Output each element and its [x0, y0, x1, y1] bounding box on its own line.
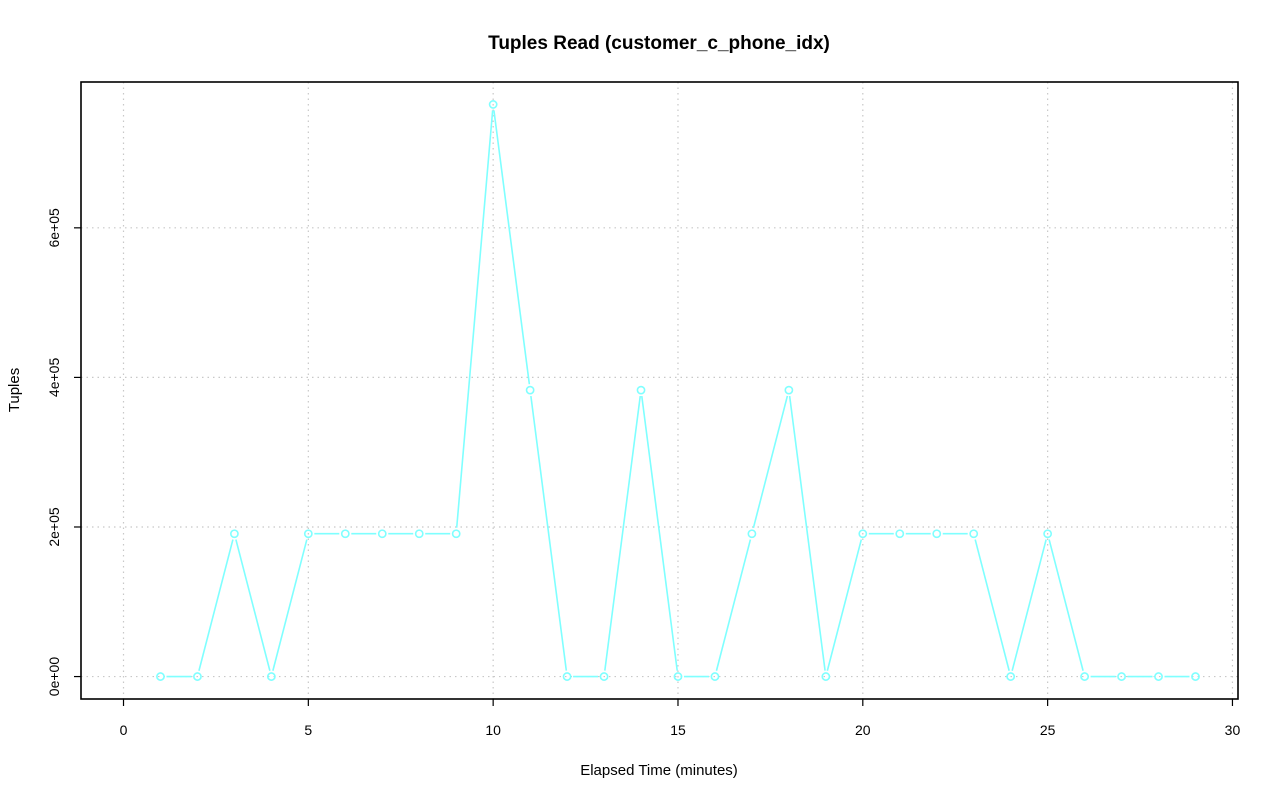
data-point: [1117, 672, 1126, 681]
data-point: [1154, 672, 1163, 681]
chart-title: Tuples Read (customer_c_phone_idx): [488, 33, 830, 54]
data-point: [710, 672, 720, 681]
data-point: [525, 385, 535, 395]
data-point: [562, 672, 572, 681]
data-point: [932, 529, 942, 539]
y-axis-title: Tuples: [6, 368, 23, 412]
x-tick-label: 20: [855, 722, 871, 738]
grid-lines: [81, 82, 1238, 699]
series-line-segment: [272, 539, 308, 671]
data-point: [599, 672, 609, 681]
data-point: [1006, 672, 1016, 681]
series-line-segment: [826, 539, 863, 671]
series-line-segment: [974, 539, 1010, 671]
data-point: [673, 672, 683, 681]
data-point: [747, 529, 757, 539]
series-line-segment: [715, 539, 752, 671]
data-point: [193, 672, 202, 681]
data-point: [1191, 672, 1200, 681]
data-point: [784, 385, 794, 395]
series-line-segment: [198, 539, 234, 671]
series-line-segment: [1048, 539, 1084, 671]
series-line-segment: [235, 539, 271, 671]
data-point: [414, 529, 424, 539]
series-line-segment: [455, 110, 494, 528]
series-line-segment: [493, 110, 531, 385]
x-tick-label: 10: [485, 722, 501, 738]
y-tick-label: 6e+05: [46, 208, 62, 248]
y-tick-label: 4e+05: [46, 358, 62, 398]
series-line-segment: [752, 395, 789, 529]
data-point: [895, 529, 905, 539]
series-line-segment: [788, 395, 826, 671]
data-point: [821, 672, 831, 681]
data-point: [303, 529, 313, 539]
x-tick-label: 0: [120, 722, 128, 738]
data-point: [858, 529, 868, 539]
data-point: [488, 100, 498, 109]
data-point: [230, 529, 239, 539]
data-point: [340, 529, 350, 539]
data-point: [266, 672, 276, 681]
data-point: [156, 672, 165, 681]
series-line-segment: [1011, 539, 1047, 671]
x-axis-title: Elapsed Time (minutes): [580, 762, 738, 779]
x-tick-label: 25: [1040, 722, 1056, 738]
series-line-segment: [530, 395, 568, 671]
data-series: [156, 100, 1200, 681]
data-point: [636, 385, 646, 395]
data-point: [1043, 529, 1053, 539]
data-point: [377, 529, 387, 539]
data-point: [451, 529, 461, 539]
x-tick-label: 30: [1225, 722, 1241, 738]
y-tick-label: 2e+05: [46, 507, 62, 547]
plot-frame: [80, 81, 1239, 700]
data-point: [969, 529, 979, 539]
y-tick-label: 0e+00: [46, 657, 62, 697]
axes: 0 5 10 15 20 25 30 0e+00 2e+05 4e+05 6e+05: [46, 208, 1240, 738]
data-point: [1080, 672, 1089, 681]
series-line-segment: [640, 395, 679, 671]
x-tick-label: 5: [304, 722, 312, 738]
series-line-segment: [604, 395, 642, 671]
x-tick-label: 15: [670, 722, 686, 738]
